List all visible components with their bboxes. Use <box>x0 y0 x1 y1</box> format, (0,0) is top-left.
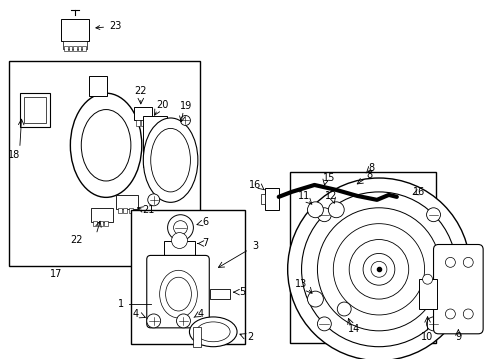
Bar <box>64 46 68 51</box>
Text: 16: 16 <box>412 187 424 197</box>
Bar <box>63 41 87 49</box>
Ellipse shape <box>143 118 198 202</box>
Bar <box>104 221 108 226</box>
Circle shape <box>337 302 350 316</box>
Text: 2: 2 <box>246 332 253 342</box>
Ellipse shape <box>160 270 197 318</box>
Bar <box>69 46 72 51</box>
Bar <box>264 188 278 210</box>
Text: 19: 19 <box>180 100 192 111</box>
Bar <box>78 46 81 51</box>
Circle shape <box>317 208 440 331</box>
Text: 23: 23 <box>96 21 121 31</box>
Text: 6: 6 <box>202 217 208 227</box>
Bar <box>134 107 151 121</box>
Bar <box>89 76 107 96</box>
Text: 4: 4 <box>197 309 203 319</box>
Bar <box>24 96 45 123</box>
Circle shape <box>426 317 440 331</box>
Circle shape <box>307 291 323 307</box>
Circle shape <box>171 233 187 248</box>
Text: 8: 8 <box>367 163 373 173</box>
Bar <box>418 279 436 309</box>
Circle shape <box>176 314 190 328</box>
Bar <box>123 208 127 213</box>
Circle shape <box>317 208 331 222</box>
Text: 22: 22 <box>70 234 82 244</box>
Text: 20: 20 <box>156 100 168 109</box>
Bar <box>99 221 102 226</box>
Circle shape <box>422 274 432 284</box>
Bar <box>142 116 166 167</box>
Circle shape <box>317 317 331 331</box>
Text: 21: 21 <box>142 205 155 215</box>
Bar <box>260 194 264 204</box>
Bar <box>9 61 200 266</box>
Text: 3: 3 <box>251 242 258 252</box>
Text: 1: 1 <box>118 299 124 309</box>
Circle shape <box>307 202 323 218</box>
Text: 8: 8 <box>365 170 371 180</box>
Bar <box>141 121 144 126</box>
Bar <box>73 46 77 51</box>
Bar <box>193 327 201 347</box>
Ellipse shape <box>150 129 190 192</box>
Text: 18: 18 <box>8 150 20 160</box>
Bar <box>91 208 113 222</box>
Bar <box>210 289 230 299</box>
Bar <box>289 172 435 343</box>
Text: 5: 5 <box>239 287 244 297</box>
Circle shape <box>180 116 190 125</box>
Text: 9: 9 <box>454 332 461 342</box>
Circle shape <box>147 194 160 206</box>
Bar <box>61 19 89 41</box>
Bar <box>129 208 133 213</box>
Text: 12: 12 <box>325 191 337 201</box>
Circle shape <box>146 314 161 328</box>
Circle shape <box>462 309 472 319</box>
Text: 7: 7 <box>202 238 208 248</box>
Bar <box>82 46 85 51</box>
Ellipse shape <box>196 322 230 342</box>
Ellipse shape <box>165 277 191 311</box>
Circle shape <box>327 202 344 218</box>
Bar <box>118 208 122 213</box>
Circle shape <box>445 309 454 319</box>
Bar <box>407 192 411 202</box>
Text: 15: 15 <box>323 173 335 183</box>
Circle shape <box>167 215 193 240</box>
Bar <box>93 221 97 226</box>
Text: 11: 11 <box>298 191 310 201</box>
Circle shape <box>301 192 455 347</box>
Text: 13: 13 <box>295 279 307 289</box>
Circle shape <box>287 178 469 360</box>
Bar <box>145 121 149 126</box>
Circle shape <box>462 257 472 267</box>
Circle shape <box>348 239 408 299</box>
Bar <box>116 195 138 209</box>
Bar <box>136 121 140 126</box>
Circle shape <box>370 261 386 277</box>
Ellipse shape <box>189 317 237 347</box>
FancyBboxPatch shape <box>146 255 209 328</box>
Circle shape <box>445 257 454 267</box>
Circle shape <box>362 253 394 285</box>
FancyBboxPatch shape <box>433 244 482 334</box>
Text: 22: 22 <box>134 86 147 96</box>
Bar <box>20 93 49 127</box>
Bar <box>393 186 407 208</box>
Bar <box>131 210 244 344</box>
Text: 14: 14 <box>347 324 360 334</box>
Text: 17: 17 <box>50 269 62 279</box>
Circle shape <box>333 224 424 315</box>
Text: 10: 10 <box>421 332 433 342</box>
Text: 4: 4 <box>133 309 139 319</box>
Ellipse shape <box>81 109 131 181</box>
Bar <box>163 240 195 258</box>
Ellipse shape <box>70 93 142 197</box>
Circle shape <box>426 208 440 222</box>
Circle shape <box>173 221 187 235</box>
Text: 16: 16 <box>248 180 261 190</box>
